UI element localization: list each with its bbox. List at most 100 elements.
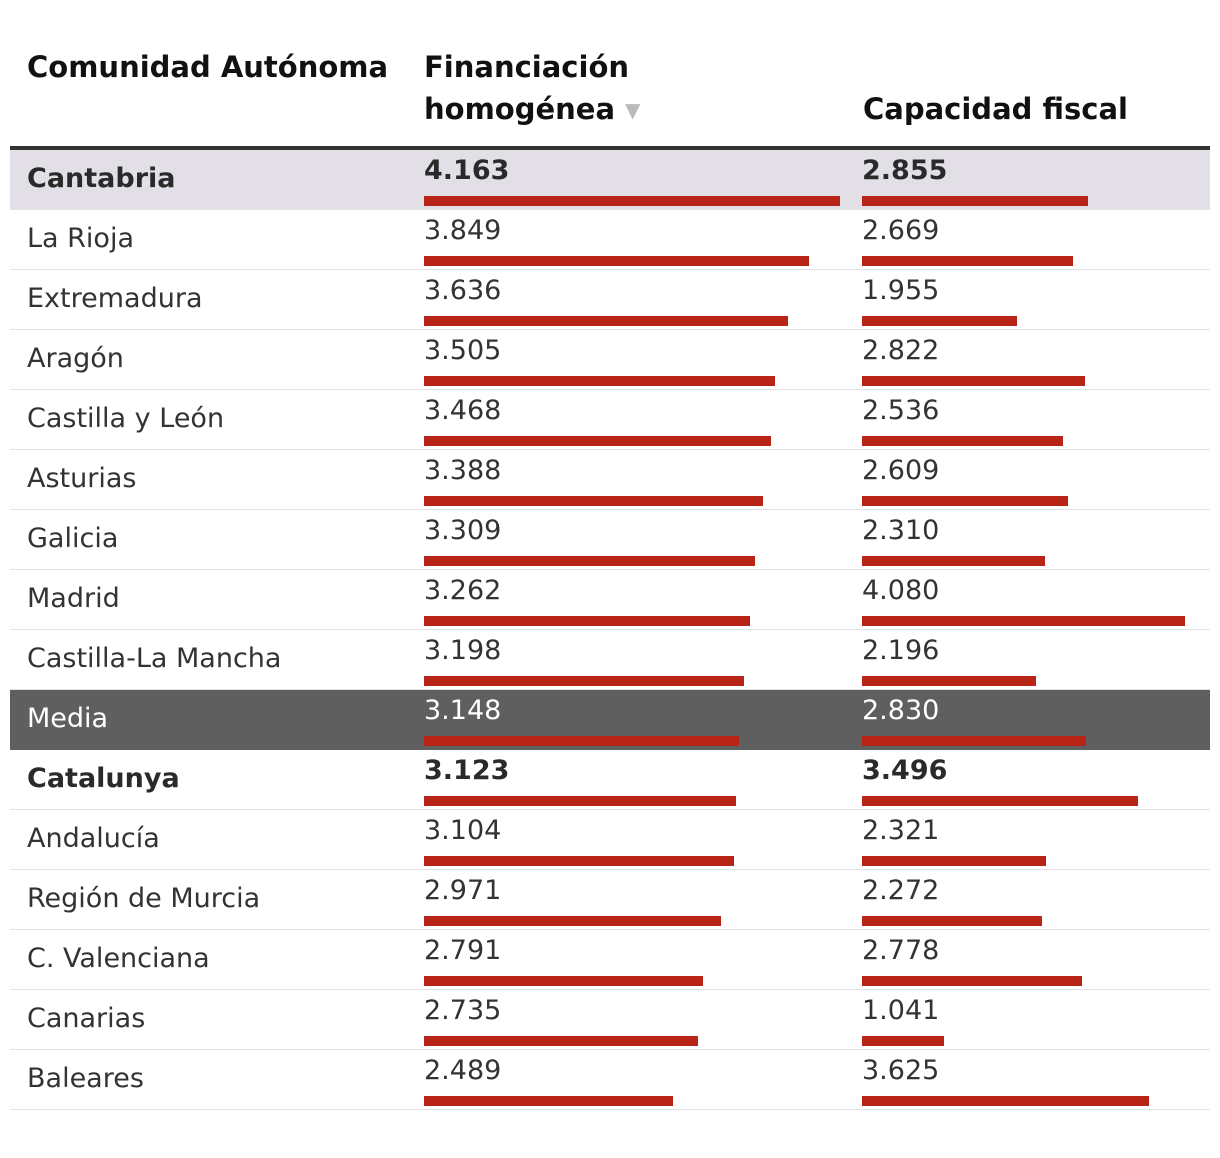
- capacidad-bar: [862, 436, 1063, 446]
- financiacion-bar: [424, 436, 771, 446]
- triangle-down-icon[interactable]: ▼: [625, 98, 641, 122]
- table-row: Región de Murcia 2.971 2.272: [10, 870, 1210, 930]
- region-name: Castilla y León: [27, 403, 225, 434]
- capacidad-bar: [862, 916, 1042, 926]
- financiacion-bar: [424, 616, 750, 626]
- table-row: Castilla y León 3.468 2.536: [10, 390, 1210, 450]
- region-name: Castilla-La Mancha: [27, 643, 282, 674]
- capacidad-bar: [862, 676, 1036, 686]
- financiacion-bar: [424, 916, 721, 926]
- region-name: Andalucía: [27, 823, 160, 854]
- table-row: C. Valenciana 2.791 2.778: [10, 930, 1210, 990]
- financiacion-bar: [424, 196, 840, 206]
- capacidad-bar: [862, 1036, 944, 1046]
- table-row: Extremadura 3.636 1.955: [10, 270, 1210, 330]
- capacidad-value: 2.822: [862, 335, 940, 366]
- region-name: Asturias: [27, 463, 137, 494]
- financiacion-bar: [424, 316, 788, 326]
- financiacion-value: 3.849: [424, 215, 502, 246]
- financiacion-value: 2.735: [424, 995, 502, 1026]
- financiacion-bar: [424, 1036, 698, 1046]
- capacidad-value: 2.855: [862, 155, 948, 186]
- column-header-capacidad-label: Capacidad fiscal: [863, 92, 1128, 126]
- table-row: La Rioja 3.849 2.669: [10, 210, 1210, 270]
- region-name: Baleares: [27, 1063, 144, 1094]
- financiacion-value: 2.971: [424, 875, 502, 906]
- capacidad-bar: [862, 856, 1046, 866]
- region-name: Extremadura: [27, 283, 203, 314]
- region-name: Aragón: [27, 343, 124, 374]
- financiacion-value: 3.262: [424, 575, 502, 606]
- capacidad-value: 3.496: [862, 755, 948, 786]
- table-body: Cantabria 4.163 2.855 La Rioja 3.849 2.669 Ext…: [10, 150, 1210, 1110]
- financiacion-bar: [424, 676, 744, 686]
- capacidad-bar: [862, 256, 1073, 266]
- header-divider: [10, 146, 1210, 150]
- financiacion-value: 3.123: [424, 755, 510, 786]
- financiacion-value: 3.505: [424, 335, 502, 366]
- financiacion-bar: [424, 556, 755, 566]
- region-name: Catalunya: [27, 763, 180, 794]
- region-name: Cantabria: [27, 163, 176, 194]
- column-header-region[interactable]: Comunidad Autónoma: [27, 46, 407, 88]
- region-name: Media: [27, 703, 109, 734]
- region-name: Canarias: [27, 1003, 146, 1034]
- financiacion-value: 3.104: [424, 815, 502, 846]
- capacidad-value: 2.669: [862, 215, 940, 246]
- capacidad-value: 2.272: [862, 875, 940, 906]
- table-row: Aragón 3.505 2.822: [10, 330, 1210, 390]
- table-row: Andalucía 3.104 2.321: [10, 810, 1210, 870]
- financiacion-value: 3.388: [424, 455, 502, 486]
- financiacion-value: 3.636: [424, 275, 502, 306]
- region-name: C. Valenciana: [27, 943, 210, 974]
- capacidad-bar: [862, 976, 1082, 986]
- financiacion-value: 3.198: [424, 635, 502, 666]
- capacidad-value: 2.536: [862, 395, 940, 426]
- capacidad-value: 4.080: [862, 575, 940, 606]
- financiacion-bar: [424, 496, 763, 506]
- financiacion-bar: [424, 1096, 673, 1106]
- table-row: Canarias 2.735 1.041: [10, 990, 1210, 1050]
- capacidad-bar: [862, 196, 1088, 206]
- column-header-financiacion[interactable]: Financiación homogénea ▼: [424, 46, 854, 131]
- capacidad-bar: [862, 736, 1086, 746]
- financiacion-value: 2.791: [424, 935, 502, 966]
- financiacion-value: 3.309: [424, 515, 502, 546]
- capacidad-value: 2.196: [862, 635, 940, 666]
- financiacion-bar: [424, 736, 739, 746]
- region-name: Madrid: [27, 583, 120, 614]
- column-header-capacidad[interactable]: Capacidad fiscal: [863, 88, 1203, 130]
- financiacion-bar: [424, 256, 809, 266]
- region-name: Galicia: [27, 523, 119, 554]
- table-header: Comunidad Autónoma Financiación homogéne…: [10, 0, 1210, 148]
- table-row: Asturias 3.388 2.609: [10, 450, 1210, 510]
- capacidad-bar: [862, 616, 1185, 626]
- financiacion-value: 3.468: [424, 395, 502, 426]
- capacidad-value: 1.955: [862, 275, 940, 306]
- table-row: Madrid 3.262 4.080: [10, 570, 1210, 630]
- table-row: Galicia 3.309 2.310: [10, 510, 1210, 570]
- region-name: Región de Murcia: [27, 883, 261, 914]
- financiacion-value: 2.489: [424, 1055, 502, 1086]
- table-row: Media 3.148 2.830: [10, 690, 1210, 750]
- capacidad-bar: [862, 796, 1138, 806]
- capacidad-bar: [862, 316, 1017, 326]
- capacidad-bar: [862, 496, 1068, 506]
- table-row: Catalunya 3.123 3.496: [10, 750, 1210, 810]
- table-row: Baleares 2.489 3.625: [10, 1050, 1210, 1110]
- region-name: La Rioja: [27, 223, 134, 254]
- capacidad-value: 2.778: [862, 935, 940, 966]
- capacidad-value: 1.041: [862, 995, 940, 1026]
- financiacion-bar: [424, 976, 703, 986]
- capacidad-bar: [862, 556, 1045, 566]
- table-row: Cantabria 4.163 2.855: [10, 150, 1210, 210]
- column-header-financiacion-label: Financiación homogénea: [424, 50, 630, 126]
- column-header-region-label: Comunidad Autónoma: [27, 50, 389, 84]
- table-row: Castilla-La Mancha 3.198 2.196: [10, 630, 1210, 690]
- capacidad-value: 3.625: [862, 1055, 940, 1086]
- capacidad-value: 2.609: [862, 455, 940, 486]
- capacidad-value: 2.321: [862, 815, 940, 846]
- capacidad-bar: [862, 376, 1085, 386]
- financiacion-bar: [424, 856, 734, 866]
- financiacion-bar: [424, 376, 775, 386]
